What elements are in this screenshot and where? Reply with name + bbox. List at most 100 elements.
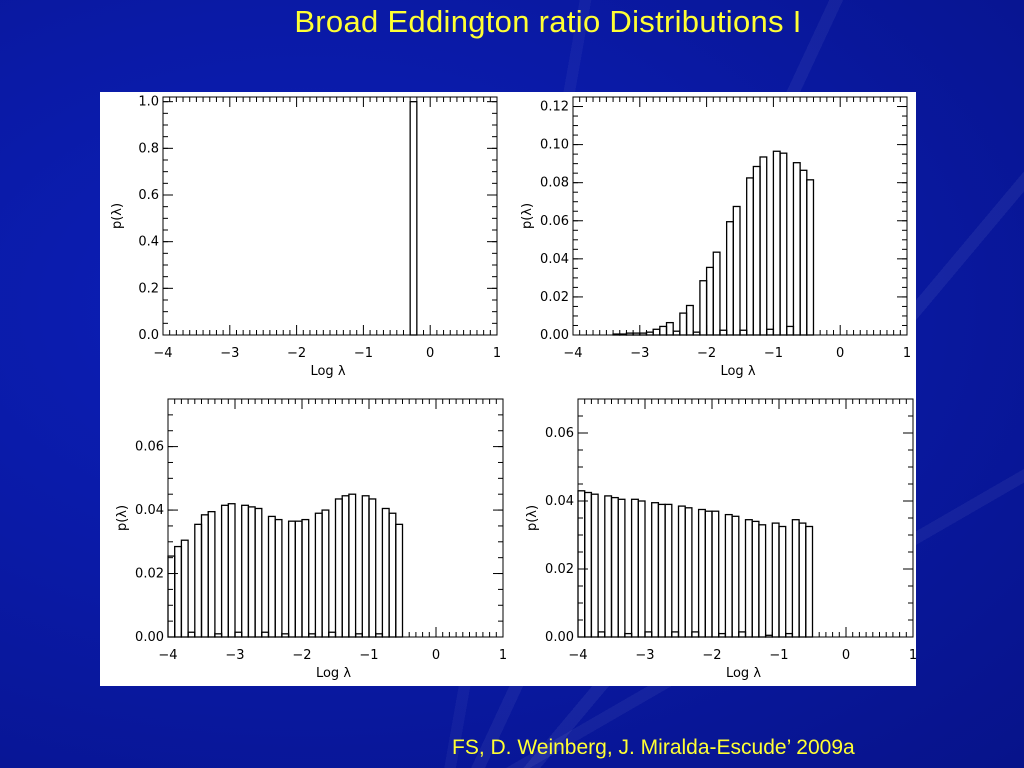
histogram-bar: [685, 304, 694, 336]
histogram-bar: [785, 632, 794, 638]
histogram-bar: [194, 523, 203, 638]
x-tick-label: 1: [909, 648, 916, 663]
y-tick-label: 0.04: [540, 252, 569, 267]
x-tick-label: −1: [359, 648, 378, 663]
histogram-bar: [267, 515, 276, 638]
histogram-bar: [167, 555, 176, 638]
histogram-bar: [679, 312, 688, 336]
histogram-bar: [751, 520, 760, 638]
histogram-grid: −4 −3 −2 −1 0 1 0.0 0.2 0.4 0.6 0.8 1.0 Log λ p(λ) −4 −…: [110, 95, 916, 681]
histogram-bar: [725, 221, 734, 336]
histogram-bar: [214, 633, 223, 638]
histogram-bar: [764, 634, 773, 638]
histogram-bar: [664, 503, 673, 638]
slide-title: Broad Eddington ratio Distributions I: [294, 4, 802, 39]
x-axis-label: Log λ: [720, 364, 755, 379]
histogram-bar: [637, 500, 646, 638]
histogram-bar: [766, 328, 775, 336]
histogram-bar: [227, 503, 236, 638]
histogram-bar: [287, 520, 296, 638]
histogram-bar: [792, 162, 801, 336]
x-tick-label: −2: [697, 346, 716, 361]
histogram-bar: [758, 524, 767, 638]
y-tick-label: 0.06: [545, 426, 574, 441]
histogram-bar: [174, 545, 183, 638]
histogram-bar: [746, 177, 755, 336]
histogram-bar: [381, 507, 390, 638]
histogram-bar: [597, 631, 606, 638]
histogram-bar: [644, 631, 653, 638]
histogram-bar: [759, 156, 768, 336]
histogram-bar: [354, 633, 363, 638]
histogram-bar: [772, 150, 781, 336]
y-tick-label: 0.8: [138, 141, 159, 156]
figure-panel: −4 −3 −2 −1 0 1 0.0 0.2 0.4 0.6 0.8 1.0 Log λ p(λ) −4 −…: [100, 92, 916, 686]
citation: FS, D. Weinberg, J. Miralda-Escude’ 2009…: [452, 736, 855, 759]
y-tick-label: 0.02: [545, 562, 574, 577]
x-tick-label: −3: [225, 648, 244, 663]
histogram-bar: [672, 330, 681, 336]
y-tick-label: 0.6: [138, 188, 159, 203]
histogram-bar: [657, 503, 666, 638]
y-tick-label: 0.0: [138, 328, 159, 343]
histogram-bar: [348, 493, 357, 638]
histogram-bar: [308, 633, 317, 638]
histogram-bar: [659, 325, 668, 336]
histogram-bar: [805, 525, 814, 638]
histogram-bar: [684, 507, 693, 638]
x-tick-label: −2: [292, 648, 311, 663]
histogram-bar: [610, 496, 619, 638]
x-tick-label: −3: [630, 346, 649, 361]
x-tick-label: 0: [836, 346, 844, 361]
y-tick-label: 0.08: [540, 176, 569, 191]
x-tick-label: −2: [287, 346, 306, 361]
histogram-bar: [334, 498, 343, 638]
histogram-bar: [677, 505, 686, 638]
histogram-bar: [652, 328, 661, 336]
y-tick-label: 0.06: [540, 214, 569, 229]
histogram-bar: [718, 632, 727, 638]
histogram-bar: [724, 513, 733, 638]
histogram-bar: [247, 506, 256, 638]
y-tick-label: 0.00: [540, 328, 569, 343]
y-axis-label: p(λ): [525, 505, 540, 531]
x-axis-label: Log λ: [316, 666, 351, 681]
y-tick-label: 0.00: [545, 630, 574, 645]
histogram-bar: [731, 515, 740, 638]
y-tick-label: 0.04: [545, 494, 574, 509]
histogram-bar: [786, 325, 795, 336]
histogram-bar: [738, 631, 747, 638]
histogram-bar: [771, 522, 780, 638]
y-tick-label: 0.4: [138, 235, 159, 250]
plot-frame-1: [162, 96, 498, 336]
y-tick-label: 0.10: [540, 138, 569, 153]
y-tick-label: 0.2: [138, 281, 159, 296]
y-tick-label: 0.02: [540, 290, 569, 305]
histogram-bar: [619, 333, 628, 336]
y-tick-label: 0.06: [135, 440, 164, 455]
histogram-bar: [719, 329, 728, 336]
x-tick-label: −3: [635, 648, 654, 663]
histogram-bar: [632, 332, 641, 336]
histogram-bar: [778, 525, 787, 638]
histogram-bar: [590, 493, 599, 638]
histogram-bar: [712, 251, 721, 336]
histogram-bar: [624, 632, 633, 638]
x-tick-label: 1: [499, 648, 507, 663]
histogram-bar: [697, 508, 706, 638]
x-tick-label: 0: [432, 648, 440, 663]
histogram-bar: [705, 266, 714, 336]
histogram-bar: [409, 101, 418, 336]
histogram-bar: [321, 509, 330, 638]
x-tick-label: −4: [153, 346, 172, 361]
x-tick-label: −3: [220, 346, 239, 361]
histogram-bar: [368, 498, 377, 638]
histogram-bar: [799, 169, 808, 336]
histogram-bar: [207, 511, 216, 638]
histogram-bar: [639, 332, 648, 336]
histogram-bar: [612, 333, 621, 336]
x-tick-label: −1: [354, 346, 373, 361]
x-tick-label: −4: [563, 346, 582, 361]
histogram-bar: [779, 152, 788, 336]
histogram-bar: [791, 519, 800, 638]
